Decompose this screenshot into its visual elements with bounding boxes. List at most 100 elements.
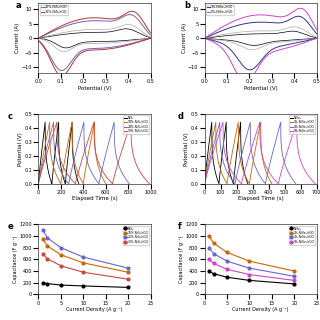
NiS₂ (74, 172, 78, 175)
NiS₂ (47, 174, 51, 178)
NiS₂ (54, 140, 58, 144)
10%-NiS₂/rGO (48, 145, 52, 149)
Line: 5%-NiSe₂/rGO: 5%-NiSe₂/rGO (204, 122, 315, 184)
3%-NiSe₂/rGO (287, 172, 291, 175)
NiSe₂ (246, 182, 250, 186)
3%-NiSe₂/rGO (219, 147, 223, 151)
3%-NiSe₂/rGO (218, 120, 222, 124)
20%-NiS₂/rGO (126, 266, 130, 270)
3%-NiSe₂/rGO (225, 259, 229, 263)
30%-NiS₂/rGO (41, 252, 45, 255)
NiS₂ (36, 182, 40, 186)
30%-NiS₂/rGO (55, 120, 59, 124)
X-axis label: Potential (V): Potential (V) (244, 86, 277, 91)
3%-NiSe₂/rGO (270, 155, 274, 158)
Line: 1%-NiSe₂/rGO: 1%-NiSe₂/rGO (208, 235, 296, 272)
30%-NiS₂/rGO (67, 174, 70, 178)
3%-NiSe₂/rGO (203, 182, 206, 186)
NiSe₂ (210, 145, 214, 149)
NiSe₂ (248, 278, 252, 282)
5%-NiSe₂/rGO (222, 147, 226, 151)
10%-NiS₂/rGO (41, 237, 45, 241)
Legend: 3%-NiSe₂/rGO, 5%-NiSe₂/rGO: 3%-NiSe₂/rGO, 5%-NiSe₂/rGO (206, 5, 234, 14)
Line: 20%-NiS₂/rGO: 20%-NiS₂/rGO (38, 122, 129, 184)
Y-axis label: Current (A): Current (A) (181, 23, 187, 53)
5%-NiSe₂/rGO (305, 172, 309, 175)
NiSe₂ (222, 140, 226, 144)
Line: 30%-NiS₂/rGO: 30%-NiS₂/rGO (42, 252, 130, 281)
3%-NiSe₂/rGO (207, 246, 211, 250)
Y-axis label: Capacitance (F g⁻¹): Capacitance (F g⁻¹) (180, 236, 184, 283)
30%-NiS₂/rGO (56, 147, 60, 151)
20%-NiS₂/rGO (41, 228, 45, 232)
Line: 30%-NiS₂/rGO: 30%-NiS₂/rGO (38, 122, 149, 184)
10%-NiS₂/rGO (104, 182, 108, 186)
NiS₂ (59, 283, 63, 287)
Line: 1%-NiSe₂/rGO: 1%-NiSe₂/rGO (204, 122, 272, 184)
Line: 5%-NiSe₂/rGO: 5%-NiSe₂/rGO (208, 258, 296, 282)
Line: 10%-NiS₂/rGO: 10%-NiS₂/rGO (42, 237, 130, 274)
5%-NiSe₂/rGO (221, 120, 225, 124)
20%-NiS₂/rGO (127, 182, 131, 186)
Y-axis label: Capacitance (F g⁻¹): Capacitance (F g⁻¹) (13, 236, 18, 283)
20%-NiS₂/rGO (52, 120, 55, 124)
20%-NiS₂/rGO (59, 246, 63, 250)
10%-NiS₂/rGO (59, 253, 63, 257)
30%-NiS₂/rGO (59, 264, 63, 268)
30%-NiS₂/rGO (126, 277, 130, 281)
1%-NiSe₂/rGO (203, 182, 206, 186)
Text: e: e (8, 222, 14, 231)
10%-NiS₂/rGO (55, 174, 59, 178)
10%-NiS₂/rGO (48, 147, 52, 151)
Text: f: f (178, 222, 181, 231)
Y-axis label: Potential (V): Potential (V) (184, 132, 189, 166)
1%-NiSe₂/rGO (214, 147, 218, 151)
1%-NiSe₂/rGO (248, 259, 252, 263)
1%-NiSe₂/rGO (214, 120, 218, 124)
5%-NiSe₂/rGO (203, 182, 206, 186)
1%-NiSe₂/rGO (214, 145, 218, 149)
NiSe₂ (292, 282, 296, 286)
Text: c: c (8, 112, 13, 121)
Legend: NiSe₂, 1%-NiSe₂/rGO, 3%-NiSe₂/rGO, 5%-NiSe₂/rGO: NiSe₂, 1%-NiSe₂/rGO, 3%-NiSe₂/rGO, 5%-Ni… (289, 115, 315, 134)
3%-NiSe₂/rGO (219, 145, 222, 149)
Legend: NiS₂, 10%-NiS₂/rGO, 20%-NiS₂/rGO, 30%-NiS₂/rGO: NiS₂, 10%-NiS₂/rGO, 20%-NiS₂/rGO, 30%-Ni… (123, 226, 149, 244)
Line: 20%-NiS₂/rGO: 20%-NiS₂/rGO (42, 229, 130, 269)
5%-NiSe₂/rGO (292, 278, 296, 282)
NiS₂ (66, 155, 70, 158)
NiSe₂ (203, 182, 206, 186)
5%-NiSe₂/rGO (207, 258, 211, 261)
Text: d: d (178, 112, 184, 121)
10%-NiS₂/rGO (66, 140, 70, 144)
5%-NiSe₂/rGO (222, 145, 226, 149)
3%-NiSe₂/rGO (212, 252, 215, 255)
NiSe₂ (235, 155, 238, 158)
1%-NiSe₂/rGO (212, 241, 215, 245)
NiSe₂ (214, 174, 218, 178)
X-axis label: Current Density (A g⁻¹): Current Density (A g⁻¹) (66, 307, 123, 312)
3%-NiSe₂/rGO (228, 174, 231, 178)
30%-NiS₂/rGO (118, 155, 122, 158)
1%-NiSe₂/rGO (265, 172, 269, 175)
5%-NiSe₂/rGO (284, 155, 288, 158)
10%-NiS₂/rGO (81, 261, 85, 265)
10%-NiS₂/rGO (99, 172, 103, 175)
NiSe₂ (210, 147, 214, 151)
Legend: NiSe₂, 1%-NiSe₂/rGO, 3%-NiSe₂/rGO, 5%-NiSe₂/rGO: NiSe₂, 1%-NiSe₂/rGO, 3%-NiSe₂/rGO, 5%-Ni… (289, 226, 315, 244)
Line: 3%-NiSe₂/rGO: 3%-NiSe₂/rGO (208, 246, 296, 278)
3%-NiSe₂/rGO (292, 274, 296, 278)
NiS₂ (77, 182, 81, 186)
30%-NiS₂/rGO (148, 182, 151, 186)
10%-NiS₂/rGO (48, 120, 52, 124)
30%-NiS₂/rGO (139, 172, 143, 175)
20%-NiS₂/rGO (61, 174, 65, 178)
X-axis label: Current Density (A g⁻¹): Current Density (A g⁻¹) (232, 307, 289, 312)
NiSe₂ (210, 120, 214, 124)
20%-NiS₂/rGO (103, 155, 107, 158)
20%-NiS₂/rGO (81, 255, 85, 259)
NiS₂ (44, 145, 47, 149)
20%-NiS₂/rGO (36, 182, 40, 186)
10%-NiS₂/rGO (36, 182, 40, 186)
10%-NiS₂/rGO (86, 155, 90, 158)
1%-NiSe₂/rGO (221, 174, 225, 178)
